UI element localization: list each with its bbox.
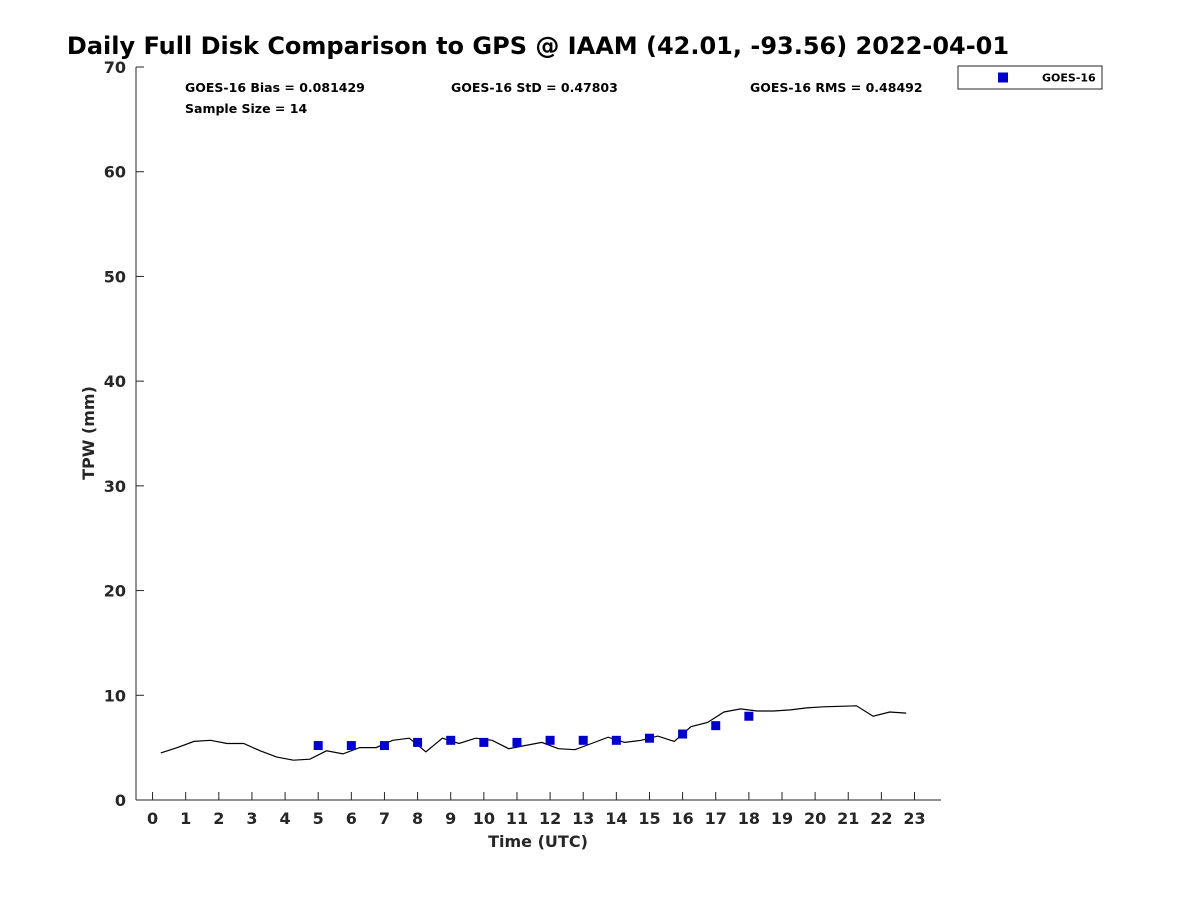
- x-tick-label: 18: [738, 809, 760, 828]
- goes16-point: [678, 729, 688, 739]
- x-tick-label: 0: [147, 809, 158, 828]
- x-tick-label: 9: [445, 809, 456, 828]
- y-tick-label: 30: [104, 477, 126, 496]
- stat-sample-size: Sample Size = 14: [185, 101, 307, 116]
- legend-box: [957, 65, 1103, 90]
- stat-bias: GOES-16 Bias = 0.081429: [185, 80, 365, 95]
- x-tick-label: 14: [605, 809, 627, 828]
- x-tick-label: 8: [412, 809, 423, 828]
- y-axis-label: TPW (mm): [79, 386, 98, 480]
- x-tick-label: 1: [180, 809, 191, 828]
- x-tick-label: 6: [346, 809, 357, 828]
- y-tick-label: 70: [104, 58, 126, 77]
- y-tick-label: 60: [104, 163, 126, 182]
- x-tick-label: 5: [313, 809, 324, 828]
- x-tick-label: 17: [705, 809, 727, 828]
- stat-rms: GOES-16 RMS = 0.48492: [750, 80, 923, 95]
- goes16-series: [313, 711, 754, 751]
- legend-marker-icon: [998, 72, 1008, 83]
- x-axis: 0 1 2 3 4 5 6 7 8 9 10 11 12 13 14 15 16 17 18 19 20 21 22 23: [147, 792, 926, 828]
- y-tick-label: 50: [104, 267, 126, 286]
- x-tick-label: 7: [379, 809, 390, 828]
- x-tick-label: 19: [771, 809, 793, 828]
- chart-title: Daily Full Disk Comparison to GPS @ IAAM…: [67, 32, 1009, 60]
- y-tick-label: 40: [104, 372, 126, 391]
- x-tick-label: 15: [638, 809, 660, 828]
- goes16-point: [379, 741, 389, 751]
- goes16-point: [413, 737, 423, 747]
- goes16-point: [446, 735, 456, 745]
- y-tick-label: 10: [104, 686, 126, 705]
- goes16-point: [578, 735, 588, 745]
- goes16-point: [644, 733, 654, 743]
- x-tick-label: 12: [539, 809, 561, 828]
- goes16-point: [479, 737, 489, 747]
- goes16-point: [611, 735, 621, 745]
- goes16-point: [313, 741, 323, 751]
- legend-label: GOES-16: [1042, 72, 1096, 85]
- x-tick-label: 2: [213, 809, 224, 828]
- goes16-point: [346, 741, 356, 751]
- y-tick-label: 20: [104, 582, 126, 601]
- y-axis: 0 10 20 30 40 50 60 70: [104, 58, 144, 810]
- x-axis-label: Time (UTC): [488, 832, 588, 851]
- stat-std: GOES-16 StD = 0.47803: [451, 80, 618, 95]
- gps-series: [160, 705, 907, 761]
- axes-frame: [135, 67, 941, 801]
- goes16-point: [545, 735, 555, 745]
- x-tick-label: 11: [506, 809, 528, 828]
- x-tick-label: 3: [246, 809, 257, 828]
- x-tick-label: 20: [804, 809, 826, 828]
- gps-line: [160, 705, 907, 761]
- x-tick-label: 21: [837, 809, 859, 828]
- y-tick-label: 0: [115, 791, 126, 810]
- goes16-point: [744, 711, 754, 721]
- x-tick-label: 16: [671, 809, 693, 828]
- x-tick-label: 4: [280, 809, 291, 828]
- legend: GOES-16: [957, 65, 1103, 90]
- x-tick-label: 22: [870, 809, 892, 828]
- x-tick-label: 13: [572, 809, 594, 828]
- x-tick-label: 23: [903, 809, 925, 828]
- x-tick-label: 10: [473, 809, 495, 828]
- goes16-point: [512, 737, 522, 747]
- goes16-point: [711, 721, 721, 731]
